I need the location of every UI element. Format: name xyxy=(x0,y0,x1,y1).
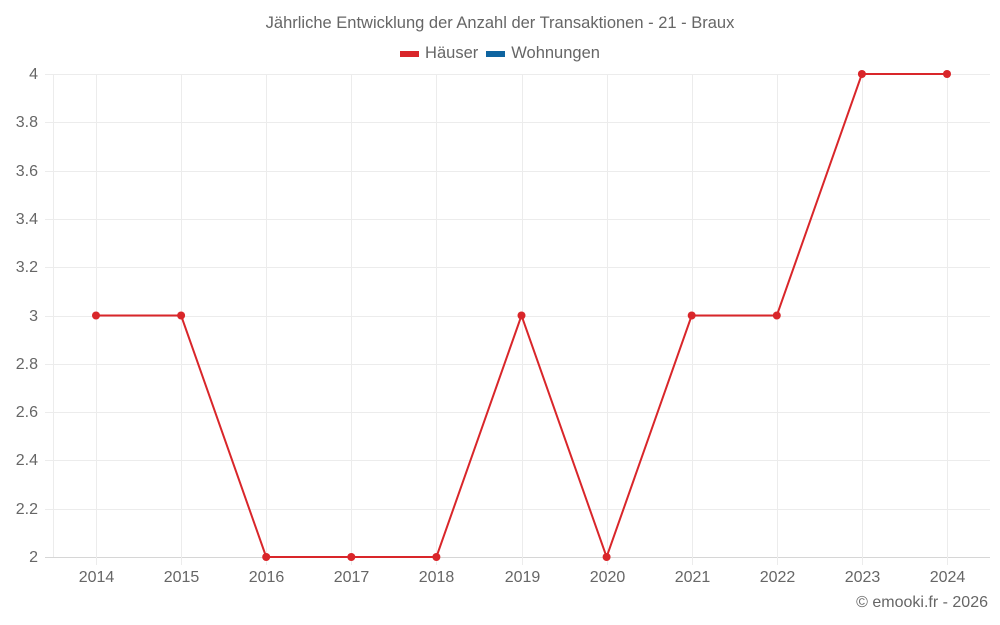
legend-label-haeuser: Häuser xyxy=(425,44,479,62)
x-tick-label: 2024 xyxy=(929,569,966,586)
data-point[interactable] xyxy=(177,311,186,320)
x-tick-label: 2016 xyxy=(248,569,285,586)
x-tick-label: 2015 xyxy=(163,569,200,586)
x-tick-label: 2018 xyxy=(418,569,455,586)
data-point[interactable] xyxy=(602,553,611,561)
credit-text: © emooki.fr - 2026 xyxy=(856,594,988,611)
y-tick-label: 4 xyxy=(29,65,38,83)
y-tick-label: 3.4 xyxy=(15,210,38,228)
data-point[interactable] xyxy=(687,311,696,320)
data-point[interactable] xyxy=(347,553,356,561)
y-tick-label: 2.8 xyxy=(15,355,38,373)
y-tick-label: 2.4 xyxy=(15,451,38,469)
legend-swatch-haeuser-icon xyxy=(400,50,420,57)
y-tick-label: 2 xyxy=(29,548,38,566)
y-tick-label: 2.2 xyxy=(15,500,38,518)
legend-swatch-wohnungen-icon xyxy=(486,50,506,57)
legend-item-haeuser[interactable]: Häuser xyxy=(400,44,478,63)
x-tick-label: 2022 xyxy=(759,569,796,586)
x-tick-label: 2020 xyxy=(589,569,626,586)
x-tick-label: 2021 xyxy=(674,569,711,586)
legend-label-wohnungen: Wohnungen xyxy=(511,44,600,62)
data-point[interactable] xyxy=(517,311,526,320)
chart-title: Jährliche Entwicklung der Anzahl der Tra… xyxy=(265,14,735,32)
data-point[interactable] xyxy=(92,311,100,320)
chart-legend: Häuser Wohnungen xyxy=(0,44,1000,63)
y-tick-label: 3.8 xyxy=(15,113,38,131)
data-point[interactable] xyxy=(943,70,951,78)
x-tick-label: 2014 xyxy=(78,569,115,586)
legend-item-wohnungen[interactable]: Wohnungen xyxy=(486,44,600,63)
data-point[interactable] xyxy=(262,553,271,561)
x-tick-label: 2019 xyxy=(504,569,541,586)
y-tick-label: 2.6 xyxy=(15,403,38,421)
y-tick-label: 3.2 xyxy=(15,258,38,276)
x-tick-label: 2017 xyxy=(333,569,370,586)
data-point[interactable] xyxy=(857,70,866,78)
data-point[interactable] xyxy=(432,553,441,561)
y-tick-label: 3.6 xyxy=(15,162,38,180)
y-tick-label: 3 xyxy=(29,307,38,325)
x-tick-label: 2023 xyxy=(844,569,881,586)
data-point[interactable] xyxy=(772,311,781,320)
